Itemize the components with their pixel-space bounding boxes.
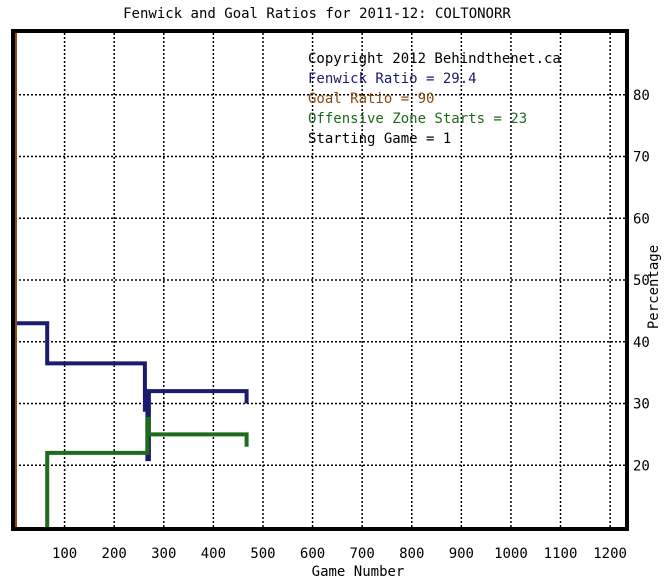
y-tick-label: 30: [633, 397, 650, 413]
grid: [15, 33, 625, 527]
legend-annotations: Copyright 2012 Behindthenet.ca Fenwick Ra…: [308, 51, 561, 147]
x-tick-label: 100: [52, 546, 77, 562]
x-tick-label: 500: [250, 546, 275, 562]
x-tick-label: 200: [102, 546, 127, 562]
x-tick-label: 1000: [494, 546, 528, 562]
y-tick-label: 50: [633, 273, 650, 289]
x-tick-label: 700: [350, 546, 375, 562]
x-axis-label: Game Number: [312, 564, 405, 580]
x-tick-label: 400: [201, 546, 226, 562]
annotation-line-2: Fenwick Ratio = 29.4: [308, 71, 477, 87]
y-tick-label: 40: [633, 335, 650, 351]
annotation-line-4: Offensive Zone Starts = 23: [308, 111, 527, 127]
x-tick-label: 600: [300, 546, 325, 562]
y-tick-label: 20: [633, 458, 650, 474]
y-tick-label: 60: [633, 211, 650, 227]
x-tick-label: 900: [449, 546, 474, 562]
y-tick-label: 70: [633, 150, 650, 166]
y-tick-label: 80: [633, 88, 650, 104]
y-tick-labels: 20 30 40 50 60 70 80: [633, 88, 650, 475]
annotation-line-5: Starting Game = 1: [308, 131, 451, 147]
annotation-line-3: Goal Ratio = 90: [308, 91, 434, 107]
x-tick-label: 1100: [544, 546, 578, 562]
x-tick-labels: 100 200 300 400 500 600 700 800 900 1000 1100 1200: [52, 546, 627, 562]
series-line-1: [15, 321, 249, 462]
x-tick-label: 800: [399, 546, 424, 562]
annotation-line-1: Copyright 2012 Behindthenet.ca: [308, 51, 561, 67]
series-layer: [15, 33, 249, 527]
plot-frame: [11, 29, 629, 531]
x-tick-label: 1200: [593, 546, 627, 562]
chart-title: Fenwick and Goal Ratios for 2011-12: COL…: [123, 6, 511, 22]
series-line-2: [45, 416, 249, 527]
x-tick-label: 300: [151, 546, 176, 562]
y-axis-label: Percentage: [646, 245, 662, 329]
